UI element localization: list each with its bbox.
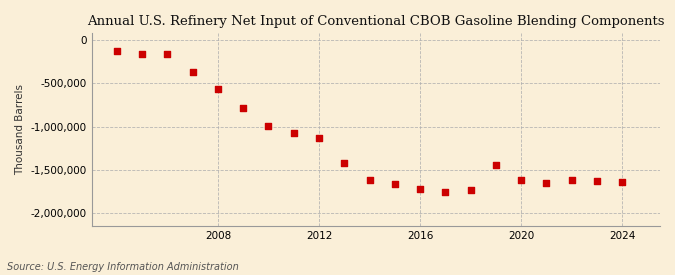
Point (314, 136, 325, 140)
Point (465, 188, 476, 192)
Point (389, 182, 400, 186)
Point (213, 86, 223, 91)
Point (111, 48, 122, 53)
Y-axis label: Thousand Barrels: Thousand Barrels (15, 84, 25, 175)
Point (187, 70, 198, 75)
Point (238, 105, 248, 110)
Point (617, 180, 628, 184)
Point (263, 123, 274, 128)
Point (566, 178, 577, 182)
Point (440, 190, 451, 194)
Point (414, 186, 425, 191)
Text: Source: U.S. Energy Information Administration: Source: U.S. Energy Information Administ… (7, 262, 238, 272)
Point (288, 131, 299, 136)
Title: Annual U.S. Refinery Net Input of Conventional CBOB Gasoline Blending Components: Annual U.S. Refinery Net Input of Conven… (87, 15, 665, 28)
Point (162, 51, 173, 56)
Point (339, 161, 350, 165)
Point (137, 51, 148, 56)
Point (591, 179, 602, 183)
Point (491, 163, 502, 168)
Point (516, 178, 526, 182)
Point (364, 178, 375, 182)
Point (541, 180, 551, 185)
